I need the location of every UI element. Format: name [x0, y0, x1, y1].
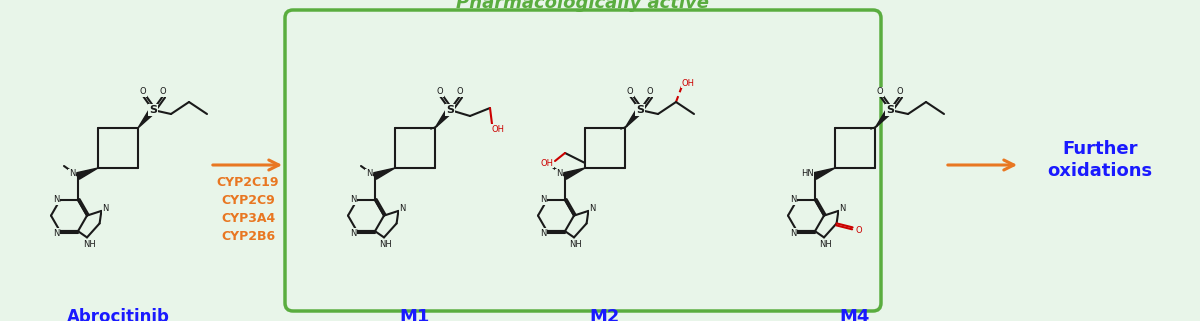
Text: O: O	[896, 88, 904, 97]
Polygon shape	[814, 168, 835, 179]
Text: CYP2B6: CYP2B6	[221, 230, 275, 242]
Text: O: O	[647, 88, 653, 97]
Text: CYP2C9: CYP2C9	[221, 194, 275, 206]
Text: M1: M1	[400, 308, 430, 321]
Text: S: S	[886, 105, 894, 115]
Text: N: N	[102, 204, 108, 213]
Text: S: S	[636, 105, 644, 115]
Text: O: O	[457, 88, 463, 97]
Text: N: N	[556, 169, 562, 178]
Polygon shape	[875, 108, 893, 128]
Text: NH: NH	[570, 240, 582, 249]
Text: N: N	[350, 195, 356, 204]
Text: N: N	[53, 195, 59, 204]
Polygon shape	[625, 108, 643, 128]
Polygon shape	[77, 168, 98, 179]
Text: O: O	[139, 88, 146, 97]
Polygon shape	[373, 168, 395, 179]
Text: OH: OH	[492, 125, 504, 134]
Text: O: O	[160, 88, 167, 97]
Text: Further
oxidations: Further oxidations	[1048, 140, 1152, 180]
Text: M2: M2	[590, 308, 620, 321]
Text: S: S	[149, 105, 157, 115]
Text: O: O	[877, 88, 883, 97]
Text: N: N	[53, 229, 59, 238]
Text: NH: NH	[820, 240, 833, 249]
Text: NH: NH	[83, 240, 95, 249]
Text: N: N	[366, 169, 372, 178]
Polygon shape	[436, 108, 452, 128]
Text: N: N	[540, 195, 546, 204]
Polygon shape	[564, 168, 586, 179]
Text: CYP3A4: CYP3A4	[221, 212, 275, 224]
Text: CYP2C19: CYP2C19	[217, 176, 280, 188]
Text: M4: M4	[840, 308, 870, 321]
Text: NH: NH	[379, 240, 392, 249]
Text: OH: OH	[682, 79, 695, 88]
Text: N: N	[400, 204, 406, 213]
Text: OH: OH	[540, 159, 553, 168]
Text: N: N	[68, 169, 76, 178]
Text: N: N	[540, 229, 546, 238]
Text: Pharmacologically active: Pharmacologically active	[456, 0, 709, 12]
Text: HN: HN	[800, 169, 814, 178]
Text: S: S	[446, 105, 454, 115]
Text: N: N	[589, 204, 595, 213]
Text: O: O	[856, 226, 862, 235]
Text: N: N	[350, 229, 356, 238]
Text: N: N	[790, 229, 796, 238]
Text: Abrocitinib: Abrocitinib	[66, 308, 169, 321]
Text: O: O	[626, 88, 634, 97]
Text: O: O	[437, 88, 443, 97]
Text: N: N	[790, 195, 796, 204]
Text: N: N	[839, 204, 846, 213]
Polygon shape	[138, 108, 156, 128]
